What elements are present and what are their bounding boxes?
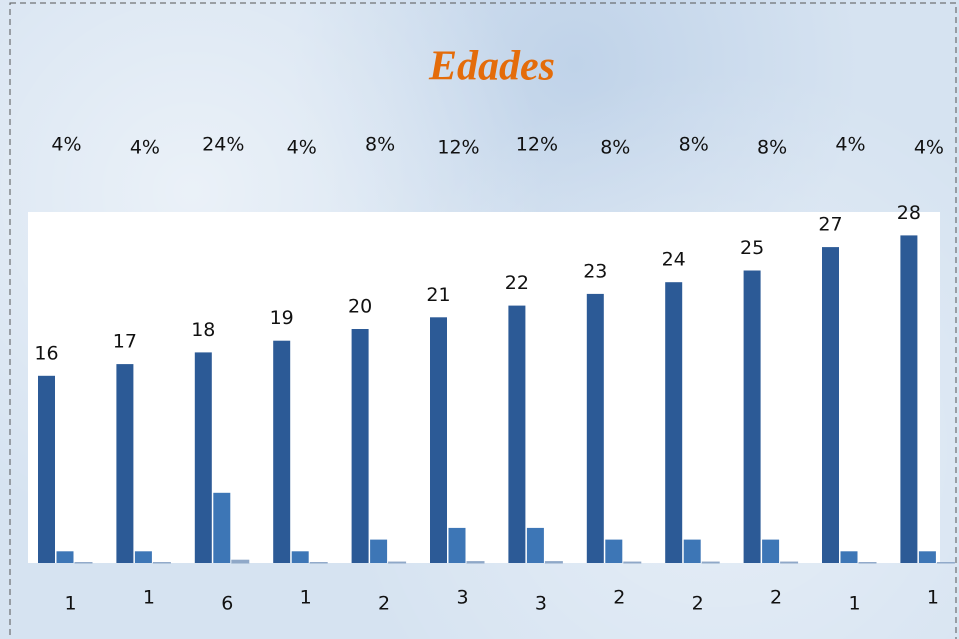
percent-label: 24% [202,134,244,156]
data-label: 25 [740,237,764,259]
data-label: 24 [662,249,686,271]
percent-label: 8% [600,137,630,159]
chart-title: Edades [428,44,555,90]
data-label: 23 [583,260,607,282]
bar [213,492,231,563]
bar [623,561,642,564]
data-label: 17 [113,331,137,353]
bar [134,551,152,563]
percent-label: 4% [287,137,317,159]
bar [605,539,623,563]
count-label: 2 [692,593,704,615]
percent-label: 4% [835,134,865,156]
bar [840,551,858,563]
bar [665,282,683,563]
percent-label: 8% [757,137,787,159]
count-label: 2 [613,587,625,609]
percent-label: 12% [437,137,479,159]
bar [194,352,212,563]
count-label: 6 [221,593,233,615]
bar [56,551,74,563]
data-label: 16 [34,342,58,364]
data-label: 18 [191,319,215,341]
bar [116,364,134,563]
count-label: 1 [300,587,312,609]
bar [466,561,485,564]
percent-label: 8% [679,134,709,156]
bar [430,317,447,563]
bar [38,375,55,563]
bar [822,247,839,563]
plot-area [28,212,940,563]
frame [9,2,957,639]
bar [743,270,761,563]
data-label: 19 [270,307,294,329]
bar [291,551,309,563]
percent-label: 4% [130,137,160,159]
bar [586,293,604,563]
bar [231,559,250,564]
count-label: 3 [535,593,547,615]
count-label: 3 [456,587,468,609]
count-label: 1 [927,587,939,609]
bar [526,527,544,563]
percent-label: 4% [914,137,944,159]
bar [508,305,526,563]
percent-label: 8% [365,134,395,156]
bar [273,340,291,563]
count-label: 1 [143,587,155,609]
bar [351,329,369,563]
bar [370,539,388,563]
percent-label: 4% [51,134,81,156]
bar [683,539,701,563]
data-label: 20 [348,296,372,318]
bar [701,561,720,564]
count-label: 1 [848,593,860,615]
data-label: 27 [818,214,842,236]
bar [448,527,466,563]
count-label: 2 [770,587,782,609]
bar [918,551,936,563]
count-label: 2 [378,593,390,615]
bar [900,235,918,563]
bar [388,561,407,564]
count-label: 1 [64,593,76,615]
bar [780,561,799,564]
data-label: 28 [897,202,921,224]
bar [544,561,563,564]
bar [762,539,780,563]
data-label: 21 [426,284,450,306]
data-label: 22 [505,272,529,294]
percent-label: 12% [516,134,558,156]
